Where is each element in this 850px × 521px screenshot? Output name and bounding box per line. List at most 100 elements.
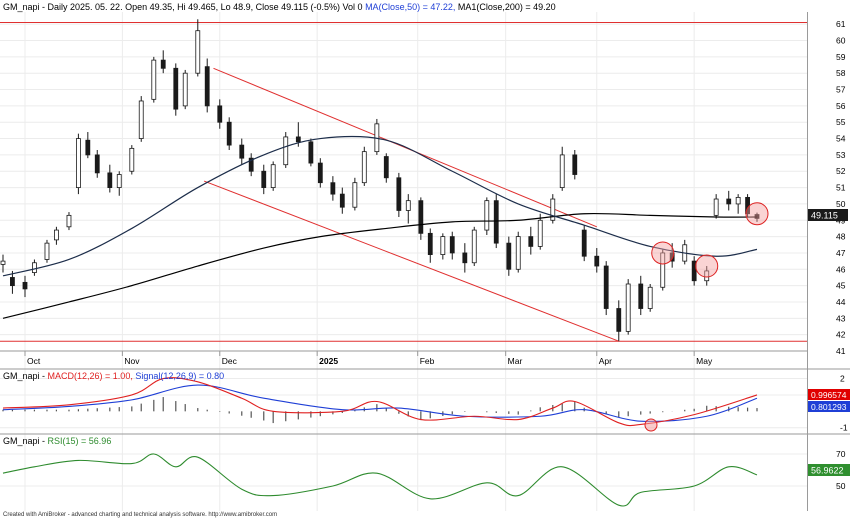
price-tick-label: 54 [836, 134, 846, 144]
price-tick-label: 41 [836, 346, 846, 356]
candle-down [107, 172, 113, 188]
candle-down [506, 242, 512, 270]
rsi-legend: RSI(15) = 56.96 [48, 436, 112, 446]
highlight-circle [745, 202, 769, 226]
candle-up [116, 174, 122, 188]
rsi-tag: 56.9622 [808, 464, 850, 476]
candle-down [726, 198, 732, 205]
candle-up [138, 100, 144, 139]
price-tick-label: 43 [836, 313, 846, 323]
rsi-tick-label: 70 [836, 449, 846, 459]
candle-down [383, 156, 389, 179]
month-label: May [696, 356, 713, 366]
rsi-panel: 70 50 56.9622 GM_napi - RSI(15) = 56.96 [0, 433, 850, 507]
month-label: Apr [599, 356, 612, 366]
macd-line [2, 377, 758, 427]
candle-up [361, 151, 367, 184]
reference-lines [0, 22, 807, 342]
macd-legend: MACD(12,26) = 1.00, [48, 371, 136, 381]
macd-tick-label: -1 [840, 423, 848, 433]
rsi-line [2, 453, 758, 507]
candle-down [493, 200, 499, 244]
candle-up [32, 262, 37, 273]
candle-up [484, 200, 490, 231]
price-tick-label: 50 [836, 199, 846, 209]
candle-down [581, 229, 587, 257]
price-tick-label: 46 [836, 264, 846, 274]
price-axis: 6160595857565554535251504948474645444342… [836, 19, 846, 356]
ma50-line [2, 135, 758, 277]
candle-down [308, 141, 314, 164]
candle-down [330, 182, 336, 195]
candle-up [537, 219, 543, 247]
candle-down [85, 139, 91, 156]
candle-down [160, 59, 166, 69]
macd-tag-label: 0.996574 [811, 390, 847, 400]
candle-up [270, 164, 276, 188]
price-tick-label: 45 [836, 281, 846, 291]
candle-down [173, 67, 179, 110]
ma50-legend: MA(Close,50) = 47.22, [365, 2, 458, 12]
candle-down [418, 200, 424, 234]
candle-up [440, 236, 446, 255]
candle-up [713, 198, 719, 216]
footer-credit: Created with AmiBroker - advanced charti… [3, 512, 278, 518]
candle-up [182, 72, 188, 107]
candle-down [691, 260, 697, 282]
macd-gridlines [0, 378, 807, 429]
price-tick-label: 59 [836, 52, 846, 62]
price-tick-label: 58 [836, 68, 846, 78]
candle-up [704, 270, 710, 282]
signal-legend: Signal(12,26,9) = 0.80 [135, 371, 224, 381]
candle-up [559, 154, 565, 188]
price-tick-label: 51 [836, 183, 846, 193]
rsi-axis: 70 50 [836, 449, 846, 491]
highlight-circle [651, 241, 675, 265]
candle-down [603, 265, 609, 309]
price-tick-label: 57 [836, 85, 846, 95]
month-label: Dec [222, 356, 238, 366]
macd-symbol: GM_napi [3, 371, 40, 381]
price-tick-label: 42 [836, 330, 846, 340]
candle-down [462, 252, 468, 264]
macd-panel: 21-1 0.996574 0.801293 GM_napi - MACD(12… [0, 368, 850, 433]
price-tick-label: 55 [836, 117, 846, 127]
price-tick-label: 44 [836, 297, 846, 307]
candle-up [66, 214, 72, 228]
main-panel: 6160595857565554535251504948474645444342… [0, 2, 848, 511]
candle-down [261, 170, 267, 188]
candle-down [528, 236, 534, 247]
main-gridlines [0, 12, 807, 511]
highlight-circles [651, 202, 769, 278]
macd-title: GM_napi - MACD(12,26) = 1.00, Signal(12,… [3, 371, 224, 381]
candle-down [449, 236, 455, 254]
month-label: Nov [124, 356, 140, 366]
month-label: Feb [420, 356, 435, 366]
highlight-circle [695, 254, 719, 278]
macd-tick-label: 2 [840, 374, 845, 384]
signal-tag-bg [808, 401, 850, 412]
candle-up [550, 198, 556, 221]
signal-line [2, 384, 758, 422]
macd-sep: - [40, 371, 48, 381]
candle-up [647, 286, 653, 309]
rsi-sep: - [40, 436, 48, 446]
candle-down [217, 105, 223, 123]
candle-down [22, 281, 28, 290]
candle-down [226, 121, 232, 146]
candle-up [195, 30, 201, 74]
price-tag: 49.115 [808, 209, 848, 221]
price-tick-label: 52 [836, 166, 846, 176]
candle-down [248, 157, 254, 172]
candle-up [54, 229, 59, 241]
macd-tags: 0.996574 0.801293 [808, 389, 850, 412]
main-title: GM_napi - Daily 2025. 05. 22. Open 49.35… [3, 2, 556, 12]
date-axis: Oct Nov Dec 2025 Feb Mar Apr May [0, 350, 807, 366]
candle-up [129, 147, 135, 172]
candle-up [405, 200, 411, 211]
candle-up [44, 242, 50, 260]
rsi-gridlines [0, 453, 807, 487]
candle-up [625, 283, 631, 332]
signal-tag-label: 0.801293 [811, 402, 847, 412]
candle-up [660, 252, 666, 288]
